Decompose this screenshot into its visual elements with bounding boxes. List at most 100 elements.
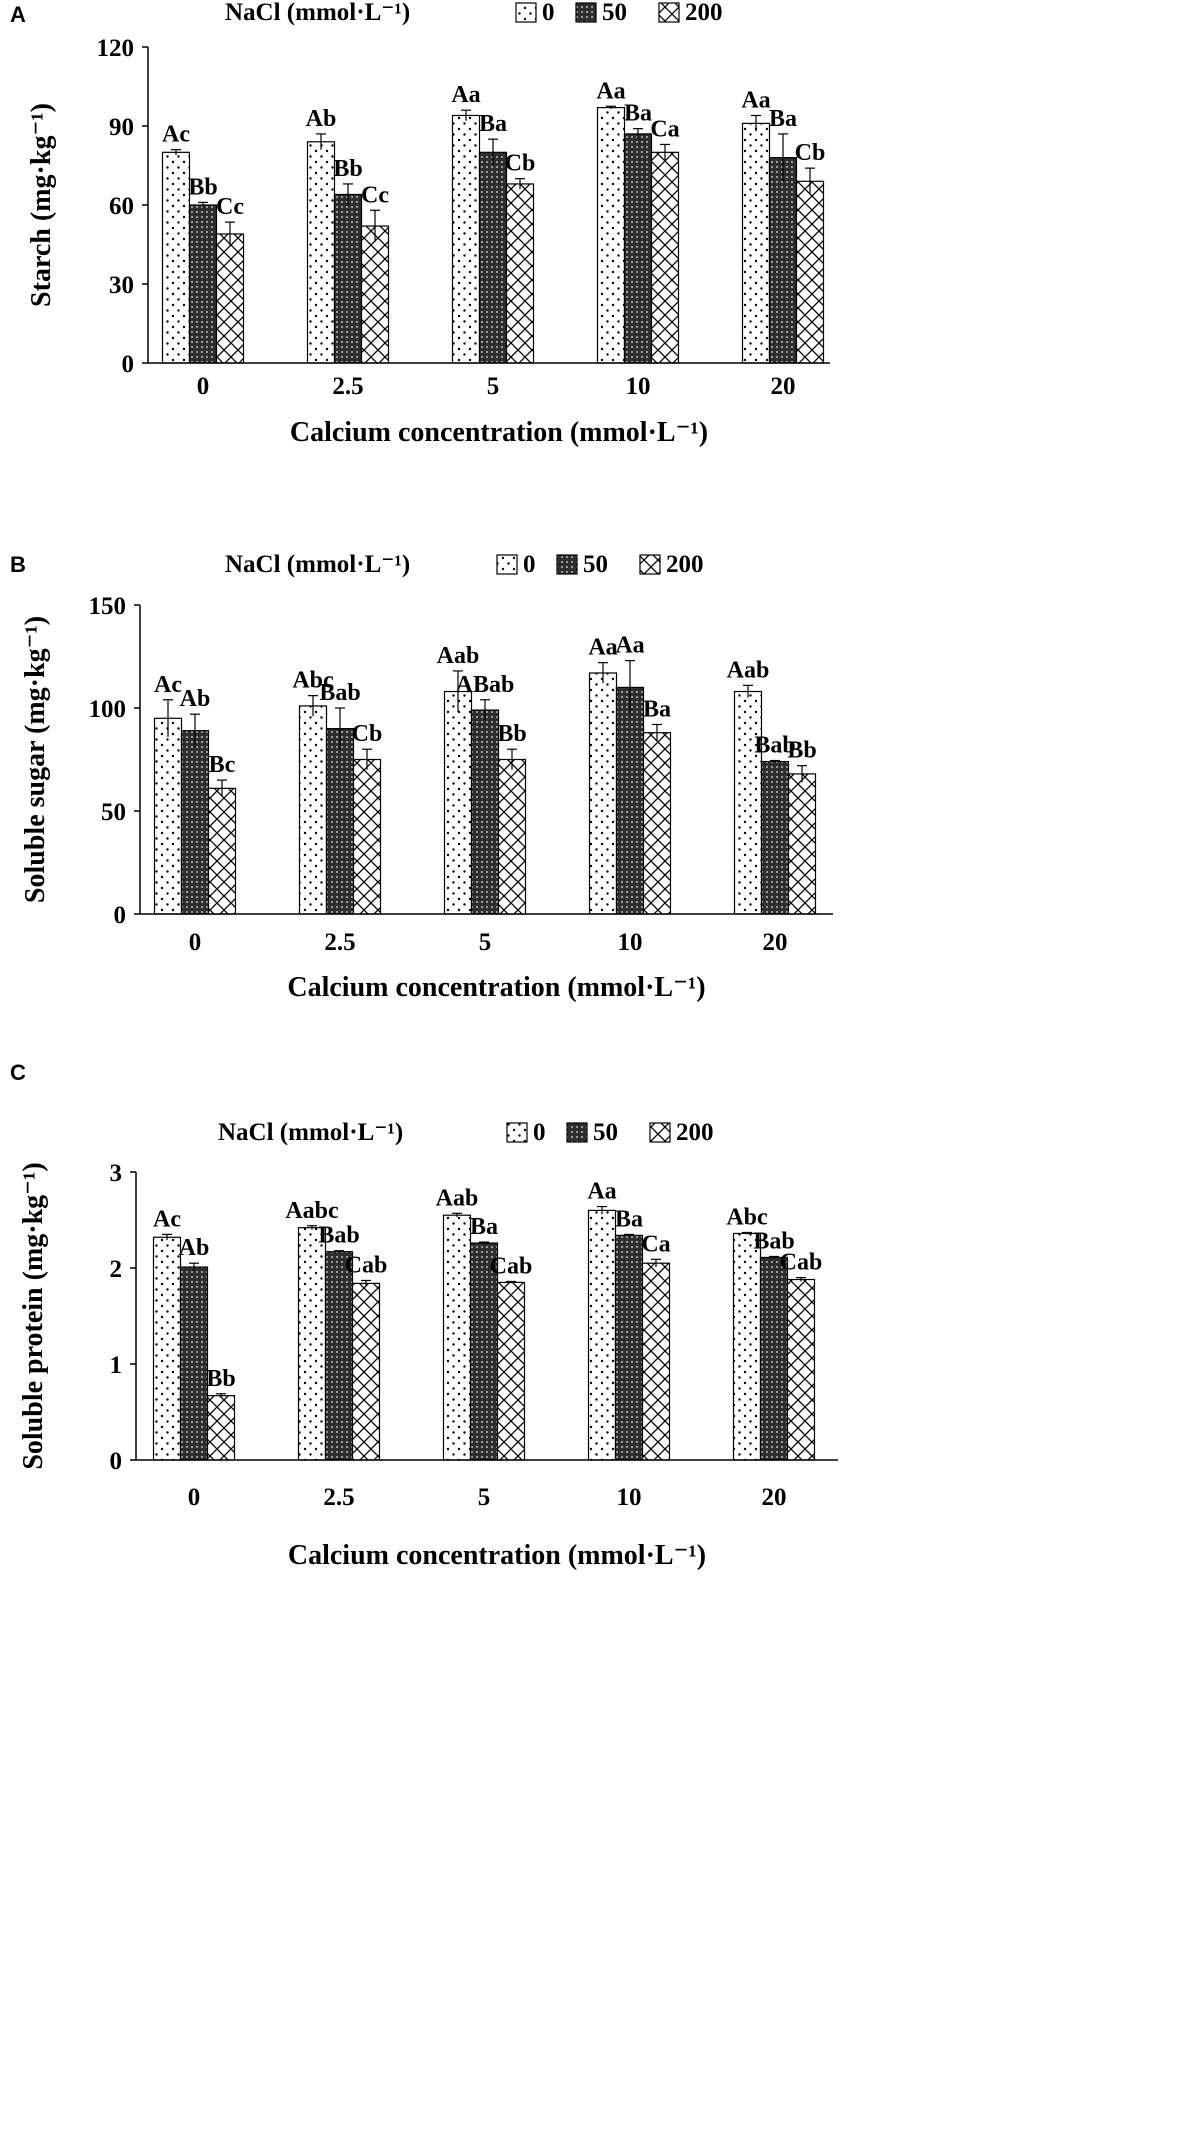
bar-200-10 — [641, 1262, 671, 1461]
x-tick-label: 2.5 — [324, 929, 355, 956]
bar-0-20 — [732, 1232, 762, 1461]
chart-panels: A NaCl (mmol·L⁻¹) 0 50 200AcBbCc0AbBbCc2.5Aa… — [10, 0, 838, 1571]
significance-label: Cc — [361, 182, 389, 208]
panel-letter: B — [10, 552, 26, 577]
significance-label: Ac — [162, 122, 190, 148]
bar-50-10 — [615, 686, 645, 915]
significance-label: Ac — [153, 1206, 181, 1232]
bar-200-20 — [786, 1278, 816, 1461]
legend-swatch-50 — [566, 1122, 588, 1143]
bar-0-20 — [741, 122, 771, 364]
y-tick-label: 0 — [114, 902, 127, 929]
x-tick-label: 10 — [617, 1484, 642, 1511]
x-tick-label: 20 — [762, 1484, 787, 1511]
significance-label: Bb — [333, 156, 362, 182]
bar-50-0 — [179, 1266, 209, 1461]
significance-label: Bb — [206, 1366, 235, 1392]
y-tick-label: 90 — [109, 114, 134, 141]
significance-label: Aa — [615, 633, 644, 659]
panel-letter: A — [10, 2, 26, 27]
bar-200-2.5 — [360, 225, 390, 364]
significance-label: Aa — [451, 82, 480, 108]
significance-label: Aabc — [285, 1198, 339, 1224]
legend-swatch-0 — [515, 2, 537, 23]
bar-200-5 — [496, 1281, 526, 1461]
y-tick-label: 1 — [110, 1352, 123, 1379]
significance-label: Ba — [769, 106, 797, 132]
significance-label: Aab — [436, 1185, 479, 1211]
bar-0-10 — [588, 672, 618, 915]
bar-0-5 — [443, 690, 473, 915]
y-tick-label: 120 — [97, 35, 135, 62]
bar-200-0 — [206, 1395, 236, 1461]
significance-label: Bb — [497, 721, 526, 747]
bar-200-0 — [215, 233, 245, 364]
legend-label-0: 0 — [533, 1119, 546, 1146]
x-tick-label: 5 — [487, 373, 500, 400]
significance-label: Cab — [780, 1250, 823, 1276]
bar-200-0 — [207, 787, 237, 915]
bar-200-10 — [642, 732, 672, 915]
x-tick-label: 0 — [188, 1484, 201, 1511]
significance-label: Cb — [352, 721, 383, 747]
bar-50-2.5 — [333, 193, 363, 364]
bar-50-10 — [623, 133, 653, 364]
x-tick-label: 2.5 — [323, 1484, 354, 1511]
significance-label: Bc — [209, 752, 236, 778]
legend-swatch-200 — [649, 1122, 671, 1143]
legend-title: NaCl (mmol·L⁻¹) — [225, 551, 410, 578]
x-tick-label: 5 — [478, 1484, 491, 1511]
bar-0-10 — [587, 1209, 617, 1461]
legend-swatch-200 — [639, 554, 661, 575]
significance-label: Ca — [641, 1231, 670, 1257]
legend-label-50: 50 — [602, 0, 627, 26]
legend-swatch-200 — [658, 2, 680, 23]
bar-0-5 — [451, 114, 481, 364]
legend-title: NaCl (mmol·L⁻¹) — [218, 1119, 403, 1146]
significance-label: Cb — [795, 140, 826, 166]
y-tick-label: 0 — [110, 1448, 123, 1475]
significance-label: Ba — [479, 111, 507, 137]
bar-200-2.5 — [351, 1282, 381, 1461]
legend-title: NaCl (mmol·L⁻¹) — [225, 0, 410, 26]
bar-200-10 — [650, 151, 680, 364]
legend-swatch-50 — [575, 2, 597, 23]
bar-50-2.5 — [324, 1251, 354, 1461]
legend-label-50: 50 — [583, 551, 608, 578]
y-tick-label: 30 — [109, 272, 134, 299]
significance-label: Ba — [624, 101, 652, 127]
bar-50-0 — [188, 204, 218, 364]
bar-50-0 — [180, 730, 210, 915]
significance-label: Aab — [437, 643, 480, 669]
legend-label-200: 200 — [666, 551, 704, 578]
legend-label-0: 0 — [542, 0, 555, 26]
significance-label: Aa — [741, 87, 770, 113]
y-tick-label: 50 — [101, 799, 126, 826]
x-tick-label: 10 — [618, 929, 643, 956]
significance-label: Cc — [216, 194, 244, 220]
y-axis-label: Soluble protein (mg·kg⁻¹) — [18, 1162, 49, 1469]
x-tick-label: 20 — [771, 373, 796, 400]
significance-label: Bb — [188, 174, 217, 200]
significance-label: Cab — [345, 1252, 388, 1278]
bar-50-20 — [759, 1256, 789, 1461]
bar-50-10 — [614, 1234, 644, 1461]
significance-label: Bb — [787, 738, 816, 764]
bar-0-0 — [152, 1236, 182, 1461]
bar-50-5 — [478, 151, 508, 364]
bar-50-20 — [768, 157, 798, 364]
panel-letter: C — [10, 1060, 26, 1085]
significance-label: Aab — [727, 657, 770, 683]
significance-label: Bab — [319, 680, 360, 706]
bar-200-5 — [497, 758, 527, 915]
bar-0-2.5 — [297, 1227, 327, 1461]
bar-0-0 — [161, 151, 191, 364]
x-axis-label: Calcium concentration (mmol·L⁻¹) — [290, 417, 708, 448]
legend-label-0: 0 — [523, 551, 536, 578]
legend-swatch-0 — [506, 1122, 528, 1143]
significance-label: Cab — [490, 1253, 533, 1279]
legend-label-50: 50 — [593, 1119, 618, 1146]
x-tick-label: 5 — [479, 929, 492, 956]
y-tick-label: 150 — [89, 593, 127, 620]
